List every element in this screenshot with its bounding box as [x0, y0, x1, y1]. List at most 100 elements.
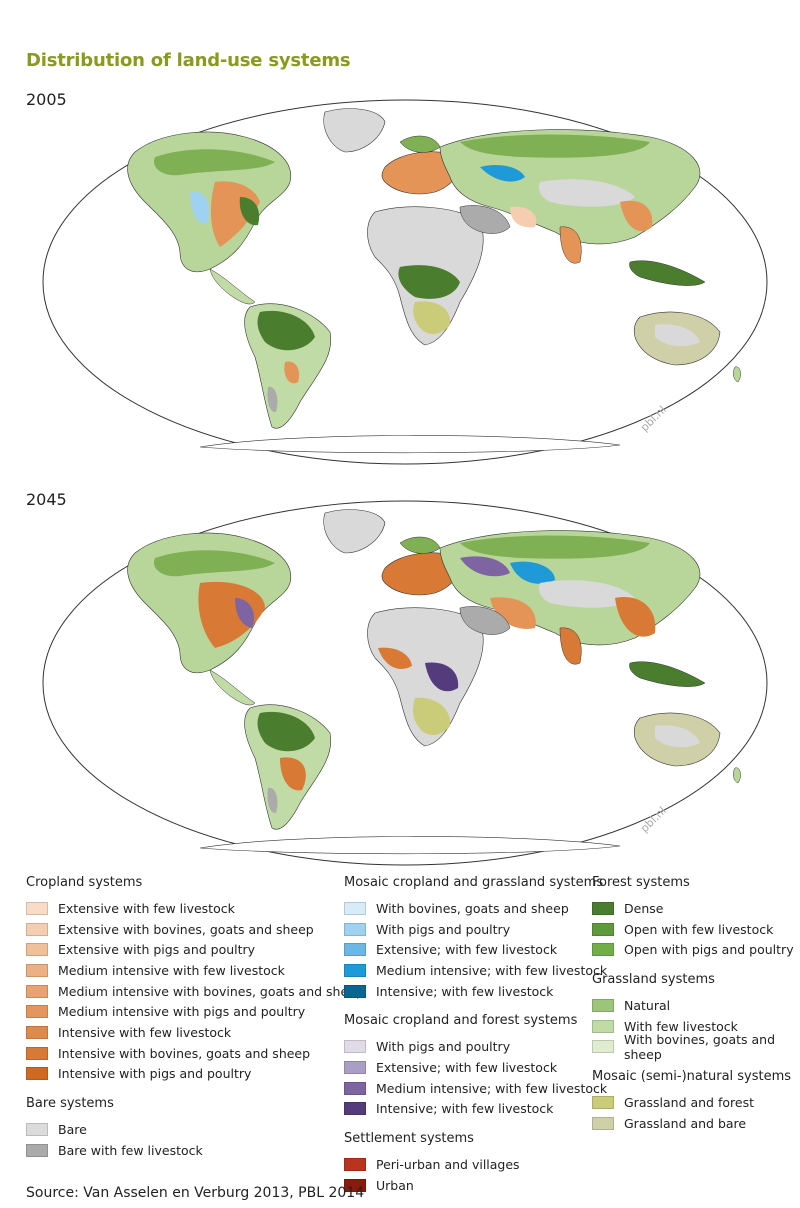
- legend-swatch: [344, 943, 366, 957]
- legend-group-title: Forest systems: [592, 875, 690, 890]
- legend-label: Grassland and forest: [624, 1094, 754, 1110]
- legend-swatch: [344, 922, 366, 936]
- legend-label: Intensive with few livestock: [58, 1024, 232, 1040]
- legend-label: Medium intensive with pigs and poultry: [58, 1004, 306, 1020]
- world-map-2045: pbl.nl: [40, 498, 770, 868]
- legend-group: Bare systems Bare Bare with few livestock: [26, 1096, 364, 1160]
- legend-swatch: [26, 1067, 48, 1081]
- legend-item: Open with pigs and poultry: [592, 939, 800, 960]
- map-year-2005: 2005: [26, 90, 67, 109]
- legend-label: With few livestock: [624, 1018, 738, 1034]
- legend-group-title: Mosaic cropland and forest systems: [344, 1013, 578, 1029]
- legend-swatch: [592, 901, 614, 915]
- legend-group: Mosaic cropland and forest systems With p…: [344, 1013, 607, 1119]
- legend-label: Natural: [624, 997, 671, 1013]
- legend-item: Extensive with pigs and poultry: [26, 939, 364, 960]
- legend-label: Extensive with pigs and poultry: [58, 942, 256, 958]
- legend-column-3: Forest systems Dense Open with few livesto…: [592, 875, 800, 1146]
- chart-title: Distribution of land-use systems: [26, 50, 351, 71]
- legend-label: Medium intensive with bovines, goats and…: [58, 983, 364, 999]
- legend-item: Bare: [26, 1119, 364, 1140]
- legend-label: Medium intensive; with few livestock: [376, 1080, 608, 1096]
- legend-group: Cropland systems Extensive with few lives…: [26, 875, 364, 1084]
- legend-item: Medium intensive; with few livestock: [344, 1078, 607, 1099]
- legend-item: Extensive with bovines, goats and sheep: [26, 919, 364, 940]
- greenland: [323, 108, 386, 153]
- legend-item: With pigs and poultry: [344, 919, 607, 940]
- legend-label: With bovines, goats and sheep: [376, 900, 569, 916]
- legend-group: Forest systems Dense Open with few livesto…: [592, 875, 800, 960]
- legend-label: Extensive with few livestock: [58, 900, 235, 916]
- legend-swatch: [26, 1123, 48, 1137]
- legend-item: Extensive with few livestock: [26, 898, 364, 919]
- legend-item: Medium intensive with pigs and poultry: [26, 1001, 364, 1022]
- legend-group: Grassland systems Natural With few livesto…: [592, 972, 800, 1062]
- legend-group: Mosaic cropland and grassland systems Wit…: [344, 875, 607, 1001]
- legend-swatch: [26, 922, 48, 936]
- legend-item: With pigs and poultry: [344, 1036, 607, 1057]
- legend-label: Extensive with bovines, goats and sheep: [58, 921, 314, 937]
- legend-item: Medium intensive with bovines, goats and…: [26, 981, 364, 1002]
- map-svg-2005: pbl.nl: [42, 99, 768, 465]
- legend-item: Bare with few livestock: [26, 1140, 364, 1161]
- legend-label: Medium intensive with few livestock: [58, 962, 285, 978]
- legend-label: With pigs and poultry: [376, 921, 511, 937]
- legend-item: With bovines, goats and sheep: [344, 898, 607, 919]
- legend-swatch: [344, 1060, 366, 1074]
- legend-item: Open with few livestock: [592, 919, 800, 940]
- world-map-2005: pbl.nl: [40, 97, 770, 467]
- legend-label: Grassland and bare: [624, 1115, 747, 1131]
- legend-swatch: [26, 1005, 48, 1019]
- legend-item: Medium intensive; with few livestock: [344, 960, 607, 981]
- legend-column-2: Mosaic cropland and grassland systems Wit…: [344, 875, 607, 1208]
- legend-item: With few livestock: [592, 1016, 800, 1037]
- legend-label: Peri-urban and villages: [376, 1157, 520, 1173]
- legend-swatch: [344, 1040, 366, 1054]
- legend-item: Extensive; with few livestock: [344, 939, 607, 960]
- legend-group-title: Mosaic (semi-)natural systems: [592, 1069, 792, 1085]
- legend-item: Intensive; with few livestock: [344, 1099, 607, 1120]
- legend-swatch: [592, 1116, 614, 1130]
- legend-item: Intensive; with few livestock: [344, 981, 607, 1002]
- legend-group-title: Settlement systems: [344, 1131, 474, 1147]
- legend-swatch: [344, 963, 366, 977]
- legend-label: Intensive with bovines, goats and sheep: [58, 1045, 311, 1061]
- legend-label: Extensive; with few livestock: [376, 942, 558, 958]
- legend-swatch: [26, 1143, 48, 1157]
- legend-swatch: [592, 1095, 614, 1109]
- greenland: [323, 509, 386, 554]
- legend-item: Grassland and forest: [592, 1092, 800, 1113]
- legend-group-title: Grassland systems: [592, 972, 715, 988]
- legend-swatch: [26, 943, 48, 957]
- legend-item: Intensive with pigs and poultry: [26, 1064, 364, 1085]
- legend-group: Settlement systems Peri-urban and village…: [344, 1131, 607, 1195]
- legend-label: Urban: [376, 1177, 414, 1193]
- legend-item: Urban: [344, 1175, 607, 1196]
- legend-swatch: [344, 1158, 366, 1172]
- legend-group: Mosaic (semi-)natural systems Grassland a…: [592, 1069, 800, 1133]
- legend-item: Intensive with bovines, goats and sheep: [26, 1043, 364, 1064]
- legend-item: Grassland and bare: [592, 1113, 800, 1134]
- legend-swatch: [592, 998, 614, 1012]
- legend-item: Medium intensive with few livestock: [26, 960, 364, 981]
- legend-swatch: [26, 1025, 48, 1039]
- legend-label: Intensive; with few livestock: [376, 983, 554, 999]
- legend-item: With bovines, goats and sheep: [592, 1032, 800, 1062]
- legend-swatch: [26, 984, 48, 998]
- legend-label: Open with pigs and poultry: [624, 942, 794, 958]
- legend-swatch: [344, 901, 366, 915]
- legend-item: Intensive with few livestock: [26, 1022, 364, 1043]
- legend-swatch: [26, 901, 48, 915]
- legend-swatch: [344, 1081, 366, 1095]
- legend-label: Intensive; with few livestock: [376, 1101, 554, 1117]
- map-year-2045: 2045: [26, 490, 67, 509]
- source-note: Source: Van Asselen en Verburg 2013, PBL…: [26, 1185, 365, 1201]
- legend-group-title: Mosaic cropland and grassland systems: [344, 875, 604, 890]
- legend-swatch: [592, 1040, 614, 1054]
- legend-swatch: [344, 984, 366, 998]
- legend-swatch: [26, 1046, 48, 1060]
- legend-column-1: Cropland systems Extensive with few lives…: [26, 875, 364, 1173]
- legend-group-title: Cropland systems: [26, 875, 143, 890]
- legend-label: Open with few livestock: [624, 921, 774, 937]
- map-svg-2045: pbl.nl: [42, 500, 768, 866]
